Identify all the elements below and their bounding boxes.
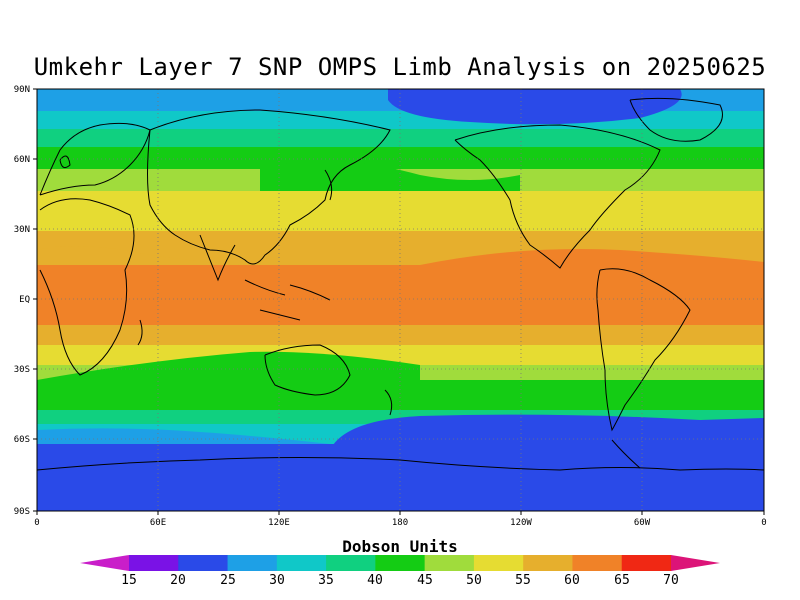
band-mid-north-1 (37, 147, 764, 169)
coast-greenland (629, 97, 723, 142)
colorbar-swatch (473, 555, 524, 571)
colorbar-swatch (178, 555, 229, 571)
coast-madagascar (137, 319, 143, 346)
lon-label: 120E (268, 518, 290, 528)
lon-label: 120W (510, 518, 532, 528)
colorbar-under-triangle (80, 555, 129, 571)
band-subtrop-north (37, 191, 764, 231)
colorbar-swatches (129, 555, 672, 571)
lon-label: 0 (34, 518, 39, 528)
coast-antarctic-peninsula (611, 439, 641, 469)
colorbar-label: 55 (515, 573, 531, 588)
lat-label: EQ (19, 295, 30, 305)
colorbar-swatch (276, 555, 327, 571)
colorbar-label: 70 (663, 573, 679, 588)
indian-green-bulge (37, 351, 420, 380)
coastlines (37, 97, 764, 471)
lat-label: 60N (14, 155, 30, 165)
pacific-orange-north (420, 249, 764, 265)
coast-africa (39, 198, 135, 376)
colorbar-label: 35 (318, 573, 334, 588)
colorbar-swatch (523, 555, 573, 571)
coast-australia (264, 344, 351, 396)
east-asia-green (260, 160, 520, 191)
coast-japan (324, 169, 333, 201)
south-pacific-low (330, 414, 764, 450)
colorbar-over-triangle (671, 555, 720, 571)
lat-label: 30S (14, 365, 30, 375)
lat-label: 60S (14, 435, 30, 445)
coast-north-america (454, 124, 661, 269)
colorbar-swatch (621, 555, 672, 571)
colorbar-label: 45 (417, 573, 433, 588)
colorbar-swatch (572, 555, 623, 571)
colorbar-swatch (227, 555, 278, 571)
colorbar-label: 65 (614, 573, 630, 588)
arctic-low-blob (388, 89, 682, 125)
colorbar-label: 30 (269, 573, 285, 588)
south-atlantic-low (37, 428, 330, 444)
colorbar-label: 50 (466, 573, 482, 588)
colorbar-label: 60 (564, 573, 580, 588)
colorbar-title: Dobson Units (342, 537, 458, 556)
lat-label: 90N (14, 85, 30, 95)
contour-field (37, 89, 764, 511)
lon-label: 0 (761, 518, 766, 528)
coast-antarctica (37, 457, 764, 471)
colorbar-label: 15 (121, 573, 137, 588)
band-high-north-2 (37, 129, 764, 147)
band-equator (37, 265, 764, 325)
colorbar-swatch (424, 555, 475, 571)
lat-label: 90S (14, 507, 30, 517)
axis-ticks (33, 88, 765, 515)
colorbar-label: 40 (367, 573, 383, 588)
colorbar-label: 25 (220, 573, 236, 588)
coast-south-america (596, 268, 691, 432)
coast-india (199, 234, 236, 282)
colorbar-swatch (326, 555, 376, 571)
coast-new-zealand (384, 389, 393, 416)
band-trop-south (37, 325, 764, 345)
lon-label: 60E (150, 518, 166, 528)
colorbar-labels: 15 20 25 30 35 40 45 50 55 60 65 70 (121, 573, 679, 588)
africa-yellow-notch (37, 246, 240, 265)
band-subtrop-south (37, 345, 764, 365)
coast-asia (147, 109, 391, 265)
coast-maritime (244, 279, 331, 321)
lat-labels: 90N 60N 30N EQ 30S 60S 90S (14, 85, 30, 517)
colorbar-swatch (375, 555, 426, 571)
colorbar-label: 20 (170, 573, 186, 588)
lon-label: 60W (634, 518, 651, 528)
coast-uk (59, 155, 71, 169)
lat-label: 30N (14, 225, 30, 235)
band-mid-south-2 (37, 380, 764, 410)
lon-label: 180 (392, 518, 408, 528)
lon-labels: 0 60E 120E 180 120W 60W 0 (34, 518, 766, 528)
map-title: Umkehr Layer 7 SNP OMPS Limb Analysis on… (33, 53, 767, 81)
band-high-south-3 (37, 444, 764, 511)
colorbar-swatch (129, 555, 179, 571)
band-high-north-1 (37, 111, 764, 129)
colorbar: 15 20 25 30 35 40 45 50 55 60 65 70 (80, 555, 720, 588)
